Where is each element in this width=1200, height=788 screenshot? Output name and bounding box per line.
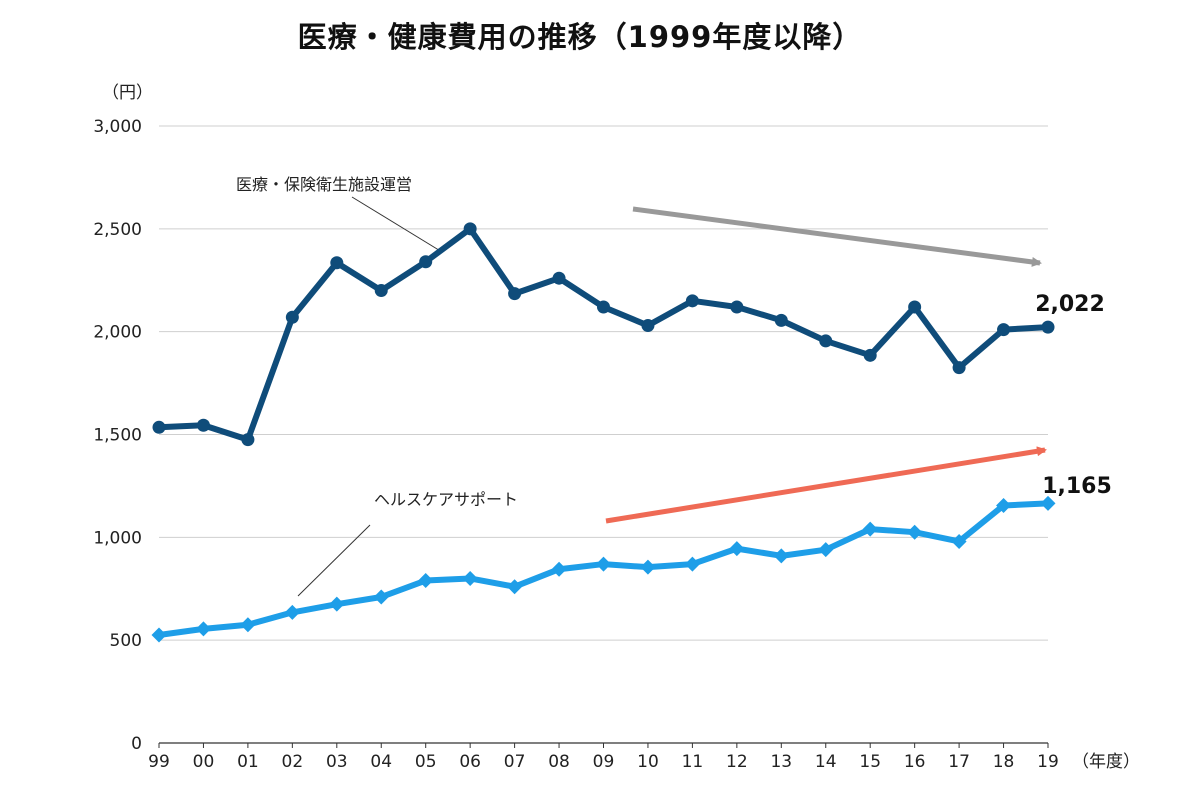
x-tick-label: 08	[548, 752, 570, 772]
series-2-point	[818, 542, 834, 558]
series-2-point	[596, 556, 611, 572]
series-1-point	[730, 300, 744, 314]
series-1-point	[463, 222, 477, 236]
series-1-point	[997, 323, 1011, 337]
series-1-point	[374, 284, 388, 298]
x-tick-label: 13	[770, 752, 792, 772]
y-tick-label: 500	[110, 631, 142, 651]
downtrend-arrow	[632, 206, 1042, 267]
y-tick-label: 2,500	[93, 220, 142, 240]
gridlines	[159, 125, 1048, 744]
series-1-point	[241, 433, 255, 447]
series-2-point	[373, 589, 389, 605]
series-1-leader-line	[351, 196, 443, 253]
series-1-point	[508, 287, 522, 301]
series-2-point	[240, 617, 256, 633]
x-tick-label: 05	[415, 752, 437, 772]
series-lines	[151, 222, 1056, 643]
series-1-point	[1041, 320, 1055, 334]
series-2-point	[996, 497, 1012, 513]
uptrend-arrow	[605, 446, 1047, 524]
series-2-point	[418, 573, 434, 589]
series-2-point	[684, 556, 700, 572]
series-2-end-value-label: 1,165	[1042, 474, 1112, 499]
x-tick-label: 15	[859, 752, 881, 772]
y-tick-label: 1,000	[93, 528, 142, 548]
series-1-point	[552, 271, 566, 285]
series-2-point	[862, 521, 878, 537]
series-1-point	[819, 334, 833, 348]
y-axis-ticks: 0 500 1,000 1,500 2,000 2,500 3,000	[93, 117, 142, 754]
series-1-line	[156, 225, 1051, 443]
series-1-point	[196, 418, 210, 432]
series-1-point	[863, 348, 877, 362]
series-1-point	[685, 294, 699, 308]
series-2-point	[640, 559, 656, 575]
x-tick-label: 14	[815, 752, 837, 772]
x-tick-label: 12	[726, 752, 748, 772]
y-tick-label: 2,000	[93, 323, 142, 343]
series-1-point	[330, 256, 344, 270]
series-2-annotation: ヘルスケアサポート	[374, 490, 518, 509]
series-2-point	[907, 524, 923, 540]
x-tick-label: 04	[370, 752, 392, 772]
x-tick-label: 11	[682, 752, 704, 772]
x-tick-label: 09	[593, 752, 615, 772]
x-tick-label: 06	[459, 752, 481, 772]
series-1-point	[952, 361, 966, 375]
x-tick-label: 02	[282, 752, 304, 772]
series-1-annotation: 医療・保険衛生施設運営	[236, 175, 412, 194]
series-2-point	[151, 627, 167, 643]
series-2-point	[195, 621, 211, 637]
series-2-point	[551, 561, 567, 577]
x-axis-unit-label: （年度）	[1072, 752, 1140, 772]
y-tick-label: 3,000	[93, 117, 142, 137]
series-2-point	[462, 570, 478, 586]
x-tick-label: 18	[993, 752, 1015, 772]
series-1-point	[908, 300, 922, 314]
y-axis-unit-label: （円）	[102, 83, 153, 103]
x-axis-ticks: 99 00 01 02 03 04 05 06 07 08 09 10 11 12 13 14 15 16 17 18…	[148, 743, 1059, 772]
x-tick-label: 00	[193, 752, 215, 772]
series-1-end-value-label: 2,022	[1035, 292, 1105, 317]
x-tick-label: 99	[148, 752, 170, 772]
series-2-leader-line	[297, 524, 371, 597]
y-tick-label: 0	[131, 734, 142, 754]
series-1-point	[419, 255, 433, 269]
x-tick-label: 07	[504, 752, 526, 772]
x-tick-label: 16	[904, 752, 926, 772]
y-tick-label: 1,500	[93, 426, 142, 446]
series-1-point	[774, 313, 788, 327]
series-1-point	[597, 300, 610, 314]
chart-title: 医療・健康費用の推移（1999年度以降）	[297, 20, 863, 54]
series-2-point	[284, 604, 300, 620]
series-2-point	[729, 541, 745, 557]
x-tick-label: 10	[637, 752, 659, 772]
x-tick-label: 19	[1037, 752, 1059, 772]
series-2-point	[773, 548, 789, 564]
series-2-point	[951, 533, 967, 549]
x-tick-label: 01	[237, 752, 259, 772]
x-tick-label: 03	[326, 752, 348, 772]
series-1-point	[152, 420, 166, 434]
series-1-point	[285, 310, 299, 324]
series-1-point	[641, 318, 655, 332]
x-tick-label: 17	[948, 752, 970, 772]
series-2-point	[329, 596, 345, 612]
series-2-point	[507, 579, 523, 595]
series-2-point	[1040, 495, 1056, 511]
